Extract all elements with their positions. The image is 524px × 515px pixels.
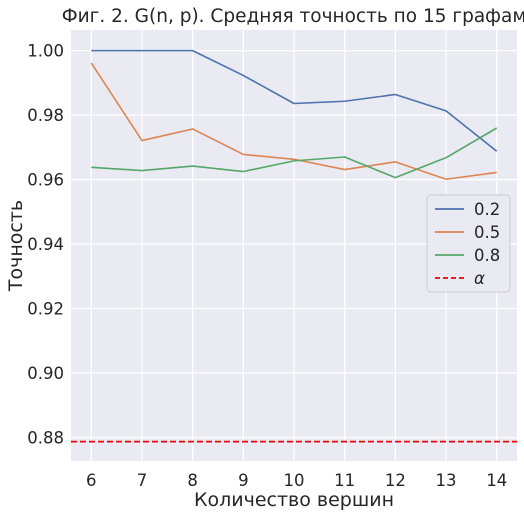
y-tick-labels: 0.88 0.90 0.92 0.94 0.96 0.98 1.00 [27, 42, 64, 448]
x-tick-label: 10 [284, 471, 305, 490]
legend-label: 0.8 [474, 246, 500, 265]
legend-label: 0.2 [474, 200, 500, 219]
series-line-2 [90, 62, 497, 181]
x-axis-label: Количество вершин [194, 489, 394, 511]
series-line-1 [91, 49, 498, 152]
legend: 0.2 0.5 0.8 α [426, 194, 511, 293]
x-tick-label: 6 [86, 471, 97, 490]
y-tick-label: 0.92 [27, 300, 64, 319]
y-tick-label: 0.96 [27, 171, 64, 190]
legend-label: α [474, 269, 485, 288]
legend-box [426, 194, 511, 293]
y-tick-label: 0.94 [27, 235, 64, 254]
y-axis-label: Точность [5, 200, 27, 292]
y-tick-label: 1.00 [27, 42, 64, 61]
series-lines [71, 49, 517, 443]
y-tick-label: 0.98 [27, 106, 64, 125]
x-tick-label: 14 [486, 471, 507, 490]
chart-title: Фиг. 2. G(n, p). Средняя точность по 15 … [62, 6, 524, 27]
x-tick-label: 9 [238, 471, 249, 490]
legend-label: 0.5 [474, 223, 500, 242]
x-tick-label: 11 [334, 471, 355, 490]
x-tick-label: 7 [137, 471, 148, 490]
x-tick-labels: 6 7 8 9 10 11 12 13 14 [86, 471, 507, 490]
x-tick-label: 13 [436, 471, 457, 490]
series-line-3 [91, 127, 498, 179]
x-tick-label: 12 [385, 471, 406, 490]
y-tick-label: 0.90 [27, 364, 64, 383]
x-tick-label: 8 [187, 471, 198, 490]
y-tick-label: 0.88 [27, 428, 64, 447]
